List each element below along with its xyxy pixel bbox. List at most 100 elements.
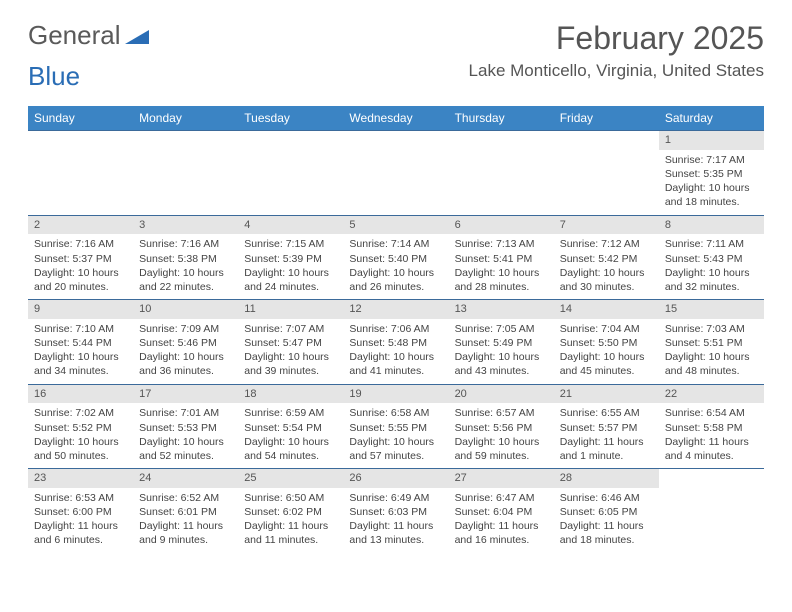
day-body: Sunrise: 6:55 AMSunset: 5:57 PMDaylight:… (554, 403, 659, 468)
sunset-text: Sunset: 5:44 PM (34, 336, 127, 350)
location: Lake Monticello, Virginia, United States (469, 61, 764, 81)
daylight-text: Daylight: 11 hours and 13 minutes. (349, 519, 442, 547)
weekday-header: Tuesday (238, 106, 343, 130)
day-body: Sunrise: 7:04 AMSunset: 5:50 PMDaylight:… (554, 319, 659, 384)
weekday-header: Friday (554, 106, 659, 130)
day-body: Sunrise: 7:09 AMSunset: 5:46 PMDaylight:… (133, 319, 238, 384)
day-body: Sunrise: 7:02 AMSunset: 5:52 PMDaylight:… (28, 403, 133, 468)
day-cell (659, 469, 764, 553)
day-cell: 18Sunrise: 6:59 AMSunset: 5:54 PMDayligh… (238, 385, 343, 469)
day-cell: 16Sunrise: 7:02 AMSunset: 5:52 PMDayligh… (28, 385, 133, 469)
day-body: Sunrise: 6:58 AMSunset: 5:55 PMDaylight:… (343, 403, 448, 468)
day-number: 11 (238, 300, 343, 319)
day-cell: 13Sunrise: 7:05 AMSunset: 5:49 PMDayligh… (449, 300, 554, 384)
day-number: 22 (659, 385, 764, 404)
sunset-text: Sunset: 5:38 PM (139, 252, 232, 266)
sunrise-text: Sunrise: 6:55 AM (560, 406, 653, 420)
daylight-text: Daylight: 11 hours and 11 minutes. (244, 519, 337, 547)
day-number: 23 (28, 469, 133, 488)
day-body: Sunrise: 7:01 AMSunset: 5:53 PMDaylight:… (133, 403, 238, 468)
day-body: Sunrise: 6:47 AMSunset: 6:04 PMDaylight:… (449, 488, 554, 553)
day-body: Sunrise: 6:50 AMSunset: 6:02 PMDaylight:… (238, 488, 343, 553)
sunrise-text: Sunrise: 6:57 AM (455, 406, 548, 420)
sunrise-text: Sunrise: 7:10 AM (34, 322, 127, 336)
day-body: Sunrise: 7:17 AMSunset: 5:35 PMDaylight:… (659, 150, 764, 215)
day-cell: 10Sunrise: 7:09 AMSunset: 5:46 PMDayligh… (133, 300, 238, 384)
sunrise-text: Sunrise: 7:01 AM (139, 406, 232, 420)
sunrise-text: Sunrise: 6:54 AM (665, 406, 758, 420)
sunrise-text: Sunrise: 7:13 AM (455, 237, 548, 251)
day-number: 8 (659, 216, 764, 235)
title-block: February 2025 Lake Monticello, Virginia,… (469, 20, 764, 81)
daylight-text: Daylight: 10 hours and 30 minutes. (560, 266, 653, 294)
logo: General (28, 20, 149, 51)
weekday-header: Wednesday (343, 106, 448, 130)
calendar: Sunday Monday Tuesday Wednesday Thursday… (28, 106, 764, 553)
sunset-text: Sunset: 6:02 PM (244, 505, 337, 519)
day-number: 25 (238, 469, 343, 488)
daylight-text: Daylight: 11 hours and 16 minutes. (455, 519, 548, 547)
day-body: Sunrise: 7:16 AMSunset: 5:38 PMDaylight:… (133, 234, 238, 299)
daylight-text: Daylight: 10 hours and 43 minutes. (455, 350, 548, 378)
daylight-text: Daylight: 11 hours and 6 minutes. (34, 519, 127, 547)
daylight-text: Daylight: 10 hours and 59 minutes. (455, 435, 548, 463)
sunset-text: Sunset: 5:39 PM (244, 252, 337, 266)
sunrise-text: Sunrise: 7:05 AM (455, 322, 548, 336)
day-cell (28, 131, 133, 215)
day-body: Sunrise: 7:03 AMSunset: 5:51 PMDaylight:… (659, 319, 764, 384)
sunset-text: Sunset: 6:05 PM (560, 505, 653, 519)
daylight-text: Daylight: 10 hours and 54 minutes. (244, 435, 337, 463)
day-number: 15 (659, 300, 764, 319)
sunrise-text: Sunrise: 7:14 AM (349, 237, 442, 251)
sunset-text: Sunset: 5:40 PM (349, 252, 442, 266)
daylight-text: Daylight: 10 hours and 36 minutes. (139, 350, 232, 378)
sunset-text: Sunset: 5:46 PM (139, 336, 232, 350)
sunrise-text: Sunrise: 6:59 AM (244, 406, 337, 420)
sunrise-text: Sunrise: 6:53 AM (34, 491, 127, 505)
sunset-text: Sunset: 5:51 PM (665, 336, 758, 350)
day-number: 7 (554, 216, 659, 235)
day-cell: 28Sunrise: 6:46 AMSunset: 6:05 PMDayligh… (554, 469, 659, 553)
day-cell: 20Sunrise: 6:57 AMSunset: 5:56 PMDayligh… (449, 385, 554, 469)
daylight-text: Daylight: 10 hours and 41 minutes. (349, 350, 442, 378)
daylight-text: Daylight: 10 hours and 34 minutes. (34, 350, 127, 378)
sunset-text: Sunset: 5:35 PM (665, 167, 758, 181)
day-body: Sunrise: 7:16 AMSunset: 5:37 PMDaylight:… (28, 234, 133, 299)
sunset-text: Sunset: 5:54 PM (244, 421, 337, 435)
day-body: Sunrise: 7:15 AMSunset: 5:39 PMDaylight:… (238, 234, 343, 299)
sunrise-text: Sunrise: 6:47 AM (455, 491, 548, 505)
day-cell (343, 131, 448, 215)
daylight-text: Daylight: 10 hours and 18 minutes. (665, 181, 758, 209)
sunrise-text: Sunrise: 7:15 AM (244, 237, 337, 251)
sunset-text: Sunset: 5:43 PM (665, 252, 758, 266)
day-body: Sunrise: 7:05 AMSunset: 5:49 PMDaylight:… (449, 319, 554, 384)
logo-word-general: General (28, 20, 121, 51)
day-cell (449, 131, 554, 215)
weekday-header: Sunday (28, 106, 133, 130)
day-body: Sunrise: 6:52 AMSunset: 6:01 PMDaylight:… (133, 488, 238, 553)
sunset-text: Sunset: 5:53 PM (139, 421, 232, 435)
day-body: Sunrise: 6:57 AMSunset: 5:56 PMDaylight:… (449, 403, 554, 468)
sunrise-text: Sunrise: 7:09 AM (139, 322, 232, 336)
sunset-text: Sunset: 5:57 PM (560, 421, 653, 435)
sunset-text: Sunset: 5:55 PM (349, 421, 442, 435)
day-cell: 7Sunrise: 7:12 AMSunset: 5:42 PMDaylight… (554, 216, 659, 300)
daylight-text: Daylight: 10 hours and 24 minutes. (244, 266, 337, 294)
daylight-text: Daylight: 11 hours and 1 minute. (560, 435, 653, 463)
daylight-text: Daylight: 10 hours and 52 minutes. (139, 435, 232, 463)
calendar-week-row: 9Sunrise: 7:10 AMSunset: 5:44 PMDaylight… (28, 299, 764, 384)
month-title: February 2025 (469, 20, 764, 57)
day-body: Sunrise: 7:06 AMSunset: 5:48 PMDaylight:… (343, 319, 448, 384)
day-cell: 5Sunrise: 7:14 AMSunset: 5:40 PMDaylight… (343, 216, 448, 300)
day-cell (238, 131, 343, 215)
day-number: 26 (343, 469, 448, 488)
sunrise-text: Sunrise: 6:52 AM (139, 491, 232, 505)
sunset-text: Sunset: 5:49 PM (455, 336, 548, 350)
day-cell: 14Sunrise: 7:04 AMSunset: 5:50 PMDayligh… (554, 300, 659, 384)
sunset-text: Sunset: 5:48 PM (349, 336, 442, 350)
sunrise-text: Sunrise: 7:12 AM (560, 237, 653, 251)
day-number: 19 (343, 385, 448, 404)
day-number: 6 (449, 216, 554, 235)
day-cell: 25Sunrise: 6:50 AMSunset: 6:02 PMDayligh… (238, 469, 343, 553)
day-body: Sunrise: 7:11 AMSunset: 5:43 PMDaylight:… (659, 234, 764, 299)
